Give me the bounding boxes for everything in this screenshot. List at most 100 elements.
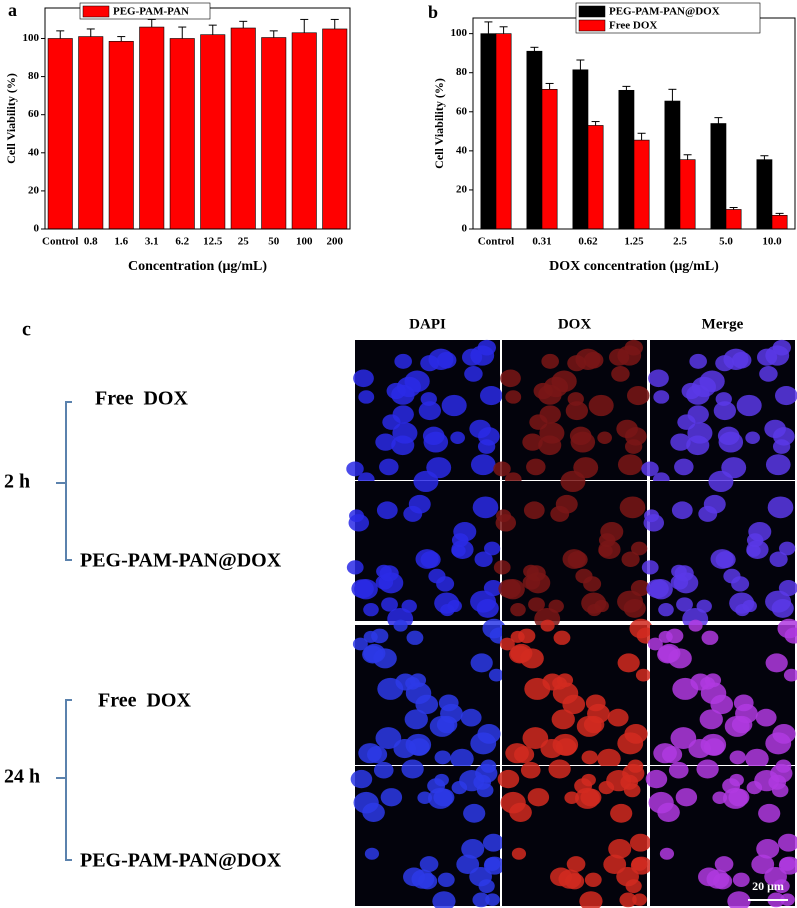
x-tick-label: 0.62 bbox=[578, 236, 598, 248]
bar bbox=[322, 28, 348, 230]
nucleus bbox=[451, 781, 468, 795]
nucleus bbox=[518, 628, 536, 644]
error-bar bbox=[484, 21, 493, 34]
nucleus bbox=[408, 494, 431, 514]
nucleus bbox=[553, 630, 571, 645]
nucleus bbox=[419, 856, 439, 872]
y-tick-label: 80 bbox=[28, 70, 40, 82]
nucleus bbox=[570, 431, 596, 453]
nucleus bbox=[653, 390, 670, 404]
nucleus bbox=[617, 653, 640, 673]
bar bbox=[139, 26, 165, 230]
nucleus bbox=[470, 454, 496, 476]
x-tick-label: 2.5 bbox=[673, 236, 687, 248]
nucleus bbox=[418, 401, 441, 421]
nucleus bbox=[704, 673, 722, 688]
nucleus bbox=[708, 470, 734, 493]
nucleus bbox=[647, 637, 663, 651]
nucleus bbox=[477, 439, 496, 454]
row-label: Free DOX bbox=[98, 690, 191, 712]
nucleus bbox=[727, 891, 751, 908]
bar bbox=[108, 41, 134, 230]
bar bbox=[679, 159, 696, 230]
bar bbox=[725, 209, 742, 230]
nucleus bbox=[417, 791, 433, 804]
error-bar bbox=[637, 132, 646, 141]
nucleus bbox=[674, 565, 694, 582]
row-label: PEG-PAM-PAN@DOX bbox=[80, 850, 282, 872]
nucleus bbox=[401, 759, 424, 779]
nucleus bbox=[723, 348, 749, 370]
nucleus bbox=[406, 630, 424, 645]
nucleus bbox=[493, 461, 511, 477]
y-tick-label: 80 bbox=[456, 66, 468, 78]
nucleus bbox=[482, 833, 505, 852]
nucleus bbox=[427, 778, 446, 794]
nucleus bbox=[699, 370, 725, 393]
legend-swatch bbox=[578, 5, 606, 18]
x-tick-label: 1.6 bbox=[114, 236, 128, 248]
nucleus bbox=[470, 732, 497, 755]
nucleus bbox=[413, 470, 439, 493]
nucleus bbox=[538, 384, 562, 405]
nucleus bbox=[373, 761, 394, 779]
micrograph bbox=[493, 470, 650, 630]
nucleus bbox=[778, 579, 797, 597]
error-bar bbox=[178, 26, 187, 39]
nucleus bbox=[759, 366, 778, 382]
bar bbox=[495, 33, 512, 230]
row-label: Free DOX bbox=[95, 388, 188, 410]
nucleus bbox=[541, 353, 559, 369]
nucleus bbox=[453, 521, 477, 542]
nucleus bbox=[689, 353, 707, 369]
nucleus bbox=[450, 431, 465, 444]
nucleus bbox=[358, 390, 375, 404]
nucleus bbox=[505, 390, 522, 404]
nucleus bbox=[676, 597, 693, 612]
nucleus bbox=[441, 394, 467, 417]
bar bbox=[618, 89, 635, 230]
column-header: DOX bbox=[558, 316, 592, 332]
nucleus bbox=[714, 856, 734, 872]
nucleus bbox=[597, 748, 621, 769]
nucleus bbox=[526, 458, 546, 476]
nucleus bbox=[670, 727, 697, 749]
nucleus bbox=[348, 514, 370, 532]
nucleus bbox=[703, 738, 725, 756]
nucleus bbox=[405, 682, 432, 705]
x-tick-label: 1.25 bbox=[624, 236, 644, 248]
nucleus bbox=[600, 521, 624, 542]
micrograph bbox=[493, 339, 650, 487]
nucleus bbox=[617, 732, 644, 755]
nucleus bbox=[603, 854, 627, 875]
nucleus bbox=[500, 369, 521, 388]
panel-label: a bbox=[8, 0, 17, 20]
nucleus bbox=[712, 791, 728, 804]
nucleus bbox=[758, 803, 781, 823]
nucleus bbox=[520, 761, 541, 779]
y-tick-label: 100 bbox=[451, 27, 468, 39]
bar bbox=[169, 38, 195, 230]
nucleus bbox=[376, 501, 398, 520]
nucleus bbox=[729, 750, 746, 765]
column-header: DAPI bbox=[409, 316, 446, 332]
legend-box bbox=[79, 2, 211, 20]
nucleus bbox=[420, 551, 441, 569]
error-bar bbox=[300, 18, 309, 33]
nucleus bbox=[659, 847, 675, 860]
nucleus bbox=[522, 433, 543, 451]
nucleus bbox=[434, 592, 460, 614]
nucleus bbox=[713, 401, 736, 421]
nucleus bbox=[641, 560, 659, 575]
nucleus bbox=[783, 668, 797, 682]
nucleus bbox=[353, 369, 374, 388]
nucleus bbox=[394, 353, 412, 369]
nucleus bbox=[393, 619, 408, 632]
error-bar bbox=[622, 85, 631, 91]
nucleus bbox=[769, 551, 788, 567]
nucleus bbox=[522, 727, 549, 749]
nucleus bbox=[668, 761, 689, 779]
x-tick-label: 3.1 bbox=[145, 236, 159, 248]
nucleus bbox=[617, 345, 642, 366]
nucleus bbox=[675, 788, 698, 807]
